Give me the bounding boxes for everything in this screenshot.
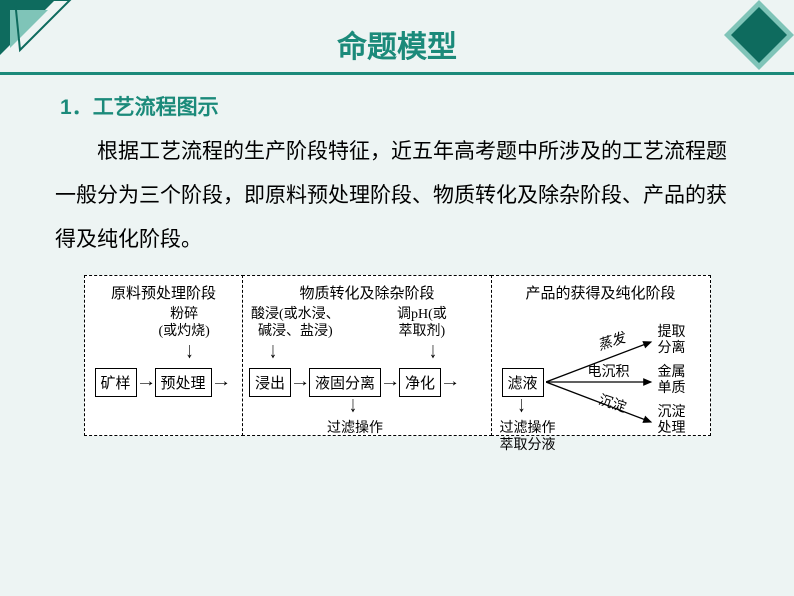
corner-top-left-icon — [0, 0, 80, 80]
s2-out1: 过滤操作 — [327, 421, 383, 438]
s1-input-label: 粉碎 (或灼烧) — [159, 307, 210, 341]
section-heading: 1．工艺流程图示 — [60, 91, 794, 121]
section-body: 根据工艺流程的生产阶段特征，近五年高考题中所涉及的工艺流程题一般分为三个阶段，即… — [55, 129, 744, 261]
s2-input1: 酸浸(或水浸、 碱浸、盐浸) — [251, 307, 340, 341]
arrow-down-icon: ↓ — [349, 394, 357, 419]
title-divider — [0, 72, 794, 75]
section-heading-text: 工艺流程图示 — [93, 96, 219, 119]
arrow-right-icon: → — [135, 373, 156, 391]
node-ore: 矿样 — [95, 368, 137, 397]
arrow-right-icon: → — [440, 373, 461, 391]
arrow-right-icon: → — [210, 373, 231, 391]
page-title: 命题模型 — [0, 0, 794, 66]
process-flow-diagram: 原料预处理阶段 粉碎 (或灼烧) ↓ 矿样 → 预处理 → 物质转化及除杂阶段 … — [40, 275, 754, 436]
corner-top-right-icon — [724, 0, 794, 70]
stage-2-title: 物质转化及除杂阶段 — [249, 282, 485, 303]
node-leach: 浸出 — [249, 368, 291, 397]
s3-out-down: 过滤操作 萃取分液 — [500, 421, 556, 455]
node-purify: 净化 — [399, 368, 441, 397]
out-extract: 提取 分离 — [658, 325, 686, 357]
arrow-down-icon: ↓ — [269, 340, 277, 365]
arrow-right-icon: → — [290, 373, 311, 391]
stage-1-title: 原料预处理阶段 — [91, 282, 237, 303]
node-pre: 预处理 — [155, 368, 212, 397]
edge-electro: 电沉积 — [588, 365, 630, 381]
arrow-down-icon: ↓ — [186, 340, 194, 365]
stage-3: 产品的获得及纯化阶段 滤液 蒸发 电沉积 沉淀 提取 分离 金属 单质 沉淀 处… — [491, 275, 711, 436]
stage-3-title: 产品的获得及纯化阶段 — [498, 282, 704, 303]
stage-2: 物质转化及除杂阶段 酸浸(或水浸、 碱浸、盐浸) ↓ 调pH(或 萃取剂) ↓ … — [242, 275, 492, 436]
arrow-down-icon: ↓ — [518, 394, 526, 419]
out-precip: 沉淀 处理 — [658, 405, 686, 437]
stage-1: 原料预处理阶段 粉碎 (或灼烧) ↓ 矿样 → 预处理 → — [84, 275, 244, 436]
node-sep: 液固分离 — [309, 368, 381, 397]
out-metal: 金属 单质 — [658, 365, 686, 397]
section-number: 1． — [60, 96, 93, 119]
arrow-down-icon: ↓ — [429, 340, 437, 365]
arrow-right-icon: → — [380, 373, 401, 391]
s2-input2: 调pH(或 萃取剂) — [397, 307, 447, 341]
